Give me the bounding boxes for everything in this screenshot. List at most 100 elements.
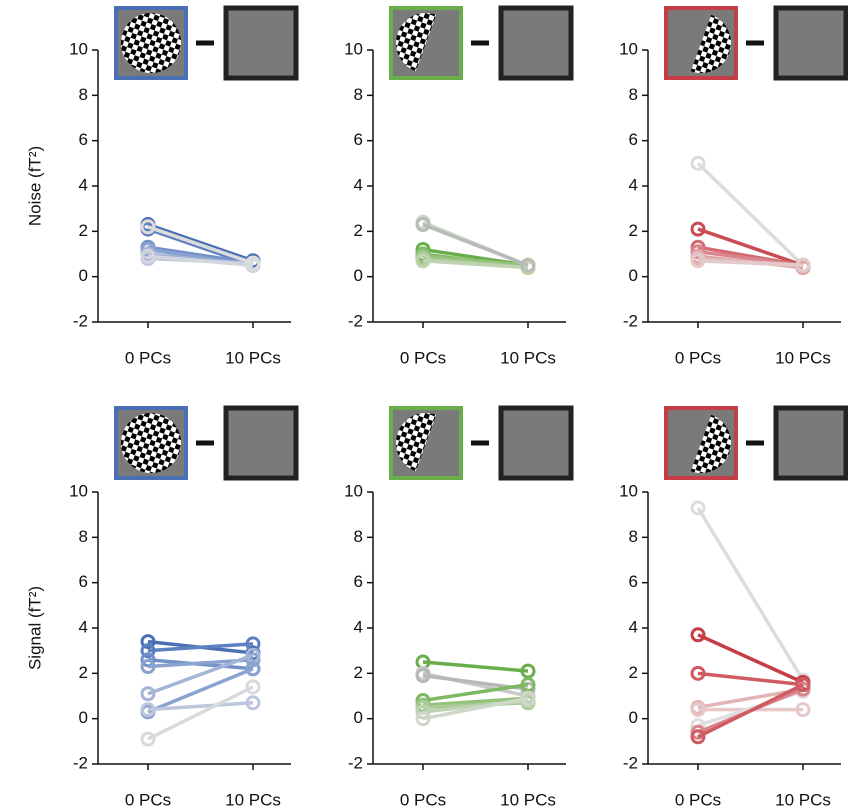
stimulus-icon [387, 404, 574, 481]
subject-line [147, 245, 254, 265]
y-tick-label: 6 [629, 572, 638, 591]
x-tick-label: 10 PCs [775, 348, 831, 367]
subject-point [690, 627, 706, 643]
subject-line [697, 227, 804, 267]
x-tick-label: 0 PCs [400, 348, 446, 367]
y-tick-label: 2 [354, 221, 363, 240]
y-tick-label: 2 [629, 221, 638, 240]
subject-point [140, 702, 156, 718]
subject-point [520, 690, 536, 706]
x-tick-label: 0 PCs [675, 790, 721, 809]
subject-line [422, 682, 529, 703]
y-axis-label: Signal (fT²) [25, 586, 44, 670]
blank-stimulus [498, 5, 574, 81]
y-tick-label: -2 [348, 311, 363, 330]
x-tick-label: 0 PCs [675, 348, 721, 367]
subject-line [697, 671, 804, 687]
checkerboard [112, 404, 190, 482]
x-tick-label: 10 PCs [500, 790, 556, 809]
subject-point [690, 221, 706, 237]
subject-point [690, 253, 706, 269]
subject-point [245, 661, 261, 677]
y-tick-label: -2 [73, 311, 88, 330]
x-tick-label: 0 PCs [400, 790, 446, 809]
checkerboard [690, 414, 740, 482]
y-tick-label: 4 [629, 175, 638, 194]
y-tick-label: 10 [69, 481, 88, 500]
y-tick-label: 10 [344, 481, 363, 500]
y-tick-label: 2 [629, 663, 638, 682]
y-tick-label: 10 [69, 39, 88, 58]
y-tick-label: 6 [629, 130, 638, 149]
subject-point [140, 731, 156, 747]
y-tick-label: -2 [348, 753, 363, 772]
y-tick-label: 8 [79, 85, 88, 104]
subject-point [795, 702, 811, 718]
stimulus-icon [664, 5, 848, 82]
subject-point [690, 500, 706, 516]
y-axis-label: Noise (fT²) [25, 146, 44, 226]
subject-point [245, 679, 261, 695]
blank-stimulus [223, 405, 299, 481]
stimulus-icon [112, 4, 299, 82]
y-tick-label: 8 [629, 527, 638, 546]
subject-point [140, 634, 156, 650]
x-tick-label: 10 PCs [225, 348, 281, 367]
subject-line [422, 254, 529, 268]
y-tick-label: 0 [79, 708, 88, 727]
y-tick-label: 4 [79, 617, 88, 636]
y-tick-label: 6 [79, 130, 88, 149]
subject-line [147, 642, 254, 653]
y-tick-label: 0 [354, 266, 363, 285]
checkerboard [387, 4, 437, 72]
subject-line [422, 696, 529, 707]
subject-point [520, 257, 536, 273]
subject-line [697, 633, 804, 684]
subject-line [697, 683, 804, 739]
x-tick-label: 0 PCs [125, 790, 171, 809]
subject-point [795, 257, 811, 273]
subject-point [245, 647, 261, 663]
subject-point [690, 702, 706, 718]
y-tick-label: 8 [629, 85, 638, 104]
x-tick-label: 10 PCs [775, 790, 831, 809]
blank-stimulus [498, 405, 574, 481]
subject-line [696, 162, 805, 267]
y-tick-label: -2 [73, 753, 88, 772]
subject-point [415, 217, 431, 233]
subject-point [415, 711, 431, 727]
subject-point [690, 729, 706, 745]
y-tick-label: 10 [619, 481, 638, 500]
y-tick-label: 4 [79, 175, 88, 194]
y-tick-label: 8 [79, 527, 88, 546]
y-tick-label: 4 [354, 617, 363, 636]
stimulus-icon [112, 404, 299, 482]
y-tick-label: 4 [629, 617, 638, 636]
y-tick-label: 10 [344, 39, 363, 58]
checkerboard [112, 4, 190, 82]
y-tick-label: 0 [629, 708, 638, 727]
x-tick-label: 10 PCs [500, 348, 556, 367]
subject-point [140, 248, 156, 264]
y-tick-label: 2 [79, 663, 88, 682]
subject-point [520, 677, 536, 693]
y-tick-label: 6 [354, 130, 363, 149]
subject-line [422, 660, 529, 673]
subject-point [795, 677, 811, 693]
blank-stimulus [773, 405, 848, 481]
y-tick-label: 8 [354, 527, 363, 546]
subject-line [147, 701, 254, 712]
subject-line [422, 259, 529, 270]
subject-line [147, 222, 254, 263]
stimulus-icon [664, 405, 848, 482]
y-tick-label: -2 [623, 753, 638, 772]
subject-line [147, 254, 254, 268]
subject-line [697, 259, 804, 268]
y-tick-label: -2 [623, 311, 638, 330]
checkerboard [690, 14, 740, 82]
subject-point [140, 659, 156, 675]
y-tick-label: 6 [79, 572, 88, 591]
subject-point [690, 665, 706, 681]
y-tick-label: 2 [354, 663, 363, 682]
subject-line [422, 222, 529, 267]
